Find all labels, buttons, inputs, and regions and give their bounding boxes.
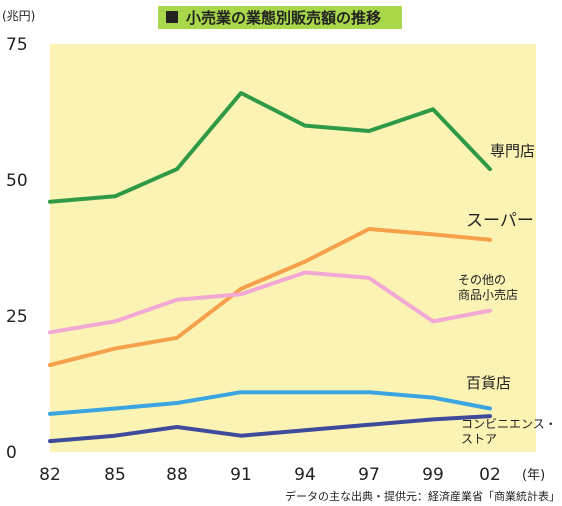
data-point [175,401,179,405]
data-point [303,428,307,432]
series-label: その他の商品小売店 [458,273,518,302]
series-lines [48,91,492,444]
x-tick-label: 88 [166,465,188,485]
series-line [48,227,492,367]
series-label: コンビニエンス・ストア [461,417,557,446]
data-point [175,167,179,171]
x-tick-label: 85 [104,465,126,485]
series-label: 専門店 [490,142,535,160]
data-point [48,363,52,367]
series-label: 百貨店 [466,374,511,392]
data-point [303,390,307,394]
y-unit: (兆円) [2,9,35,23]
y-tick-label: 50 [6,171,28,191]
data-point [113,194,117,198]
data-point [175,425,179,429]
data-point [303,124,307,128]
data-point [239,292,243,296]
data-point [303,260,307,264]
data-point [239,390,243,394]
series-line [48,91,492,204]
y-axis-ticks: 0 25 50 75 [6,35,28,463]
series-line [48,414,492,444]
series-line [48,270,492,335]
title-box [158,6,402,29]
data-point [175,298,179,302]
data-point [113,434,117,438]
data-point [113,347,117,351]
data-point [488,414,492,418]
data-point [239,434,243,438]
data-point [48,412,52,416]
data-point [48,439,52,443]
x-tick-label: 94 [294,465,316,485]
x-axis-ticks: 82 85 88 91 94 97 99 02 [39,465,501,485]
data-point [431,107,435,111]
data-point [113,319,117,323]
data-point [431,396,435,400]
x-tick-label: 91 [230,465,252,485]
data-point [488,238,492,242]
title-square-icon [166,11,178,23]
data-point [48,330,52,334]
data-point [175,336,179,340]
x-tick-label: 97 [358,465,380,485]
series-line [48,390,492,416]
data-point [367,390,371,394]
x-tick-label: 82 [39,465,61,485]
x-unit: (年) [522,468,545,483]
plot-area [50,44,536,452]
data-point [431,417,435,421]
data-point [488,309,492,313]
data-point [488,167,492,171]
x-tick-label: 99 [422,465,444,485]
data-point [367,227,371,231]
data-point [303,271,307,274]
data-point [367,276,371,280]
series-label: スーパー [466,211,534,231]
data-point [113,407,117,410]
data-point [367,423,371,427]
source-note: データの主な出典・提供元：経済産業省「商業統計表」 [285,489,560,503]
data-point [239,91,243,95]
y-tick-label: 0 [6,443,17,463]
data-point [239,287,243,291]
y-tick-label: 75 [6,35,28,55]
data-point [431,232,435,236]
x-tick-label: 02 [479,465,501,485]
chart-title: 小売業の業態別販売額の推移 [186,9,381,27]
y-tick-label: 25 [6,307,28,327]
data-point [48,200,52,204]
data-point [431,319,435,323]
data-point [367,129,371,133]
data-point [488,407,492,410]
